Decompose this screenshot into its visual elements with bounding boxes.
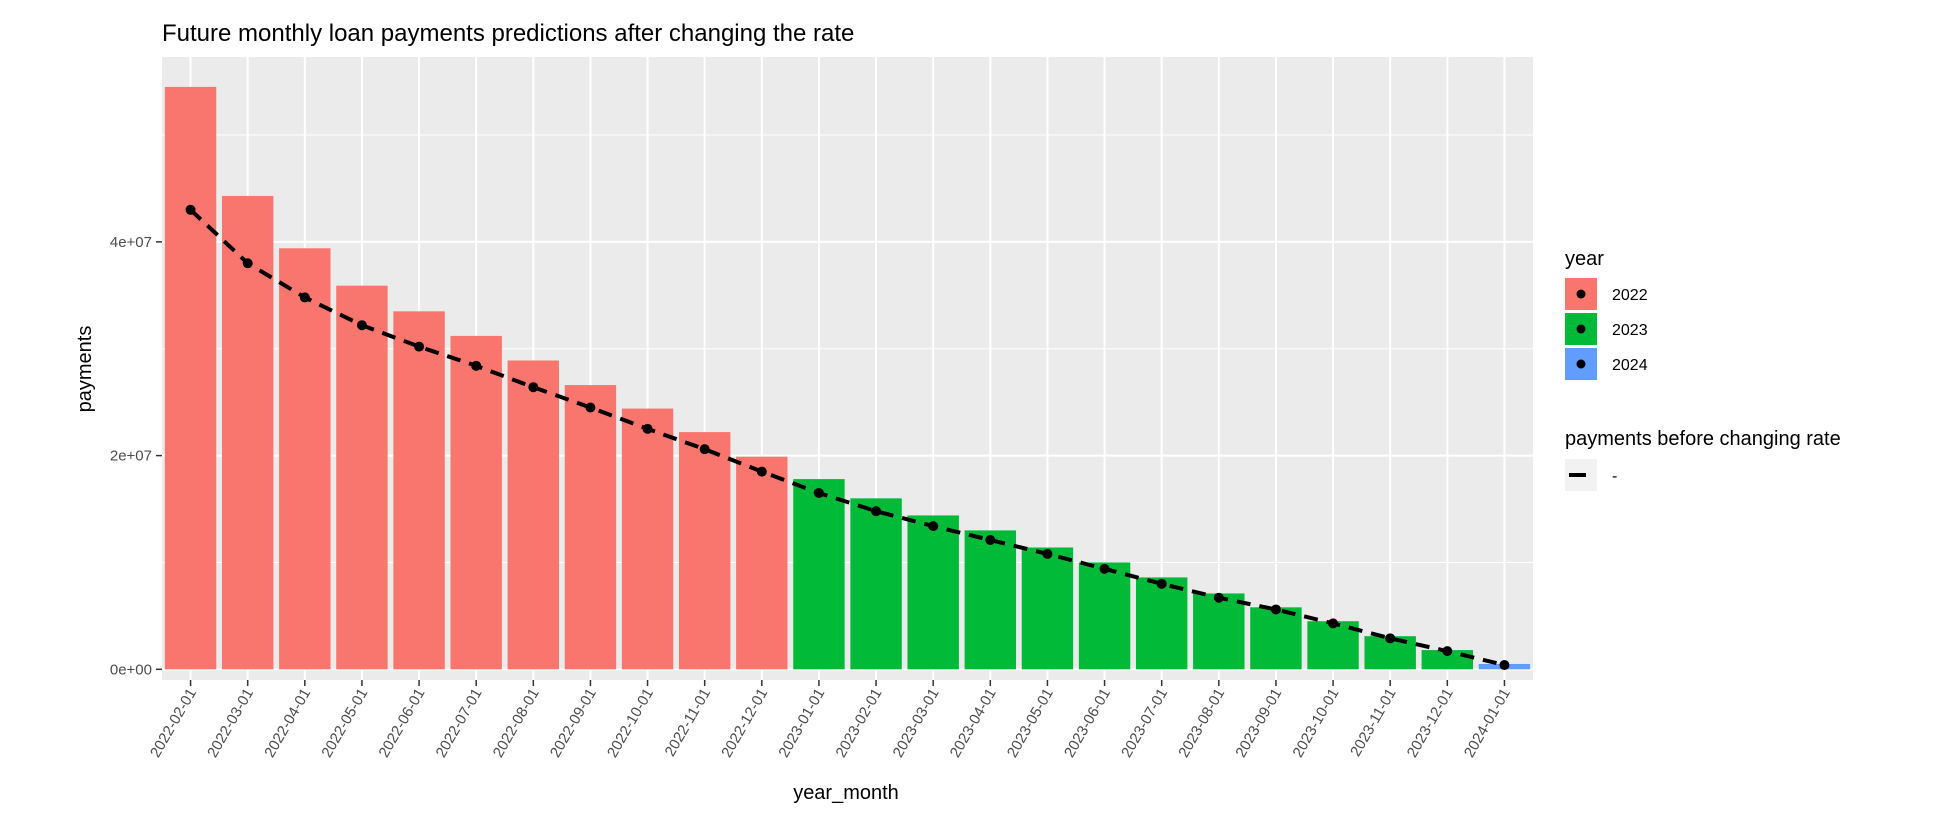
x-tick-label: 2023-03-01: [890, 686, 943, 761]
reference-point-2023-11-01: [1385, 633, 1396, 644]
legend-label-line: -: [1612, 468, 1617, 485]
bar-2022-09-01: [564, 385, 617, 670]
x-tick-label: 2023-01-01: [775, 686, 828, 761]
x-tick-label: 2022-05-01: [318, 686, 371, 761]
reference-point-2022-06-01: [414, 341, 425, 352]
legend-key-point: [1576, 359, 1586, 369]
bar-2023-05-01: [1021, 547, 1074, 670]
bar-2023-08-01: [1193, 593, 1245, 670]
bar-2023-07-01: [1135, 577, 1188, 670]
y-tick-label: 2e+07: [110, 448, 152, 465]
legend-key-point: [1576, 324, 1586, 334]
x-tick-label: 2023-08-01: [1175, 686, 1228, 761]
bar-2023-04-01: [964, 530, 1017, 670]
reference-point-2023-01-01: [813, 487, 824, 498]
x-tick-label: 2022-08-01: [490, 686, 543, 761]
reference-point-2023-04-01: [985, 535, 996, 546]
bar-2022-06-01: [393, 311, 445, 670]
reference-point-2022-04-01: [299, 292, 310, 303]
bar-2023-12-01: [1421, 650, 1474, 670]
y-tick-label: 4e+07: [110, 234, 152, 251]
x-axis: 2022-02-01 2022-03-01 2022-04-01 2022-05-01…: [147, 680, 1514, 760]
reference-point-2022-05-01: [356, 320, 367, 331]
bar-2023-01-01: [793, 479, 845, 670]
reference-point-2022-11-01: [699, 444, 710, 455]
legend-label-2024: 2024: [1612, 357, 1648, 374]
x-tick-label: 2023-10-01: [1289, 686, 1342, 761]
reference-point-2023-06-01: [1099, 563, 1110, 574]
reference-point-2023-05-01: [1042, 548, 1053, 559]
bar-2023-03-01: [907, 515, 959, 670]
reference-point-2024-01-01: [1499, 660, 1510, 671]
reference-point-2023-09-01: [1270, 604, 1281, 615]
bar-2022-10-01: [621, 408, 674, 670]
x-tick-label: 2023-05-01: [1004, 686, 1057, 761]
reference-point-2023-08-01: [1213, 592, 1224, 603]
legend-key-point: [1576, 289, 1586, 299]
legend-year: year 2022 2023 2024: [1565, 248, 1648, 380]
x-tick-label: 2022-03-01: [204, 686, 257, 761]
reference-point-2023-02-01: [871, 506, 882, 517]
x-tick-label: 2023-07-01: [1118, 686, 1171, 761]
x-tick-label: 2022-07-01: [433, 686, 486, 761]
reference-point-2022-02-01: [185, 204, 196, 215]
x-tick-label: 2023-11-01: [1347, 686, 1400, 760]
x-tick-label: 2023-02-01: [832, 686, 885, 761]
reference-point-2022-09-01: [585, 402, 596, 413]
bar-2023-06-01: [1078, 562, 1131, 670]
x-tick-label: 2022-12-01: [718, 686, 771, 761]
legend-year-title: year: [1565, 248, 1604, 270]
x-tick-label: 2022-10-01: [604, 686, 657, 761]
reference-line: [189, 208, 1505, 667]
x-tick-label: 2023-06-01: [1061, 686, 1114, 761]
y-axis-title: payments: [74, 326, 96, 413]
x-tick-label: 2023-12-01: [1404, 686, 1457, 761]
chart-title: Future monthly loan payments predictions…: [162, 20, 854, 47]
reference-point-2022-10-01: [642, 423, 653, 434]
bar-2023-09-01: [1250, 607, 1302, 670]
x-tick-label: 2023-09-01: [1232, 686, 1285, 761]
reference-line-layer: [185, 204, 1510, 671]
bars: [164, 86, 1531, 670]
reference-point-2022-07-01: [471, 360, 482, 371]
bar-2022-04-01: [279, 248, 331, 670]
bar-2022-08-01: [507, 360, 560, 670]
reference-point-2023-10-01: [1328, 618, 1339, 629]
legend-line: payments before changing rate -: [1565, 428, 1841, 491]
bar-2022-11-01: [678, 432, 731, 670]
x-tick-label: 2022-04-01: [261, 686, 314, 761]
y-tick-label: 0e+00: [110, 661, 152, 678]
x-tick-label: 2024-01-01: [1461, 686, 1514, 761]
x-tick-label: 2022-02-01: [147, 686, 200, 761]
x-tick-label: 2022-11-01: [662, 686, 715, 760]
reference-point-2022-08-01: [528, 382, 539, 393]
legend-line-title: payments before changing rate: [1565, 428, 1841, 450]
x-tick-label: 2022-09-01: [547, 686, 600, 761]
legend-label-2022: 2022: [1612, 287, 1648, 304]
y-axis: 0e+00 2e+07 4e+07: [110, 234, 162, 678]
reference-point-2022-03-01: [242, 258, 253, 269]
x-axis-title: year_month: [793, 782, 899, 804]
bar-2023-02-01: [850, 498, 902, 670]
bar-2022-05-01: [336, 285, 388, 670]
reference-point-2022-12-01: [756, 466, 767, 477]
bar-2022-07-01: [450, 335, 502, 670]
reference-point-2023-03-01: [928, 521, 939, 532]
reference-point-2023-12-01: [1442, 646, 1453, 657]
x-tick-label: 2023-04-01: [947, 686, 1000, 761]
plot-panel: [162, 57, 1533, 680]
x-tick-label: 2022-06-01: [375, 686, 428, 761]
bar-2022-02-01: [164, 86, 217, 670]
bar-2022-12-01: [736, 456, 788, 670]
legend-label-2023: 2023: [1612, 322, 1648, 339]
reference-point-2023-07-01: [1156, 578, 1167, 589]
